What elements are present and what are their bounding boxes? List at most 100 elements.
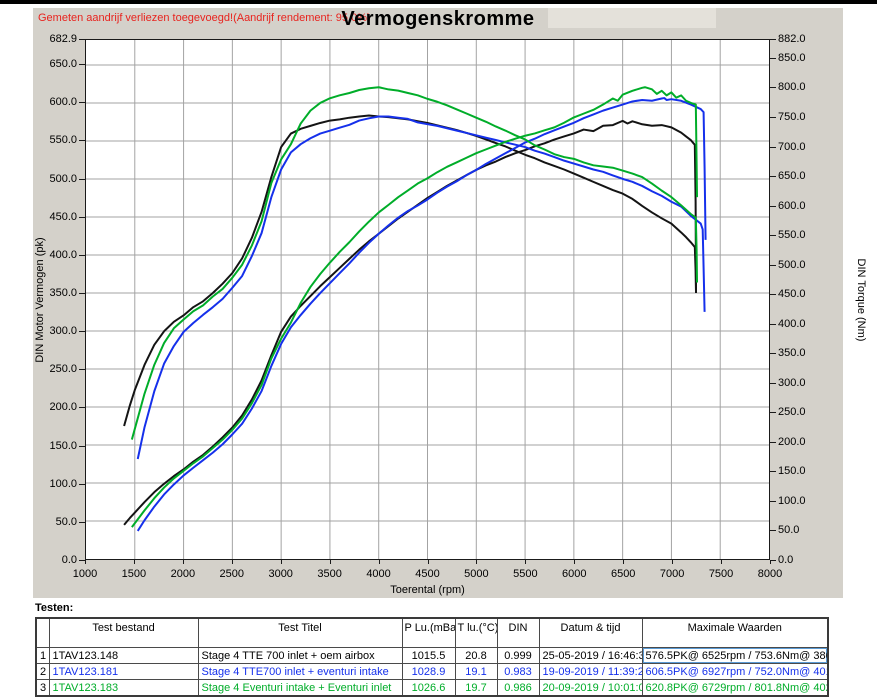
column-header: P Lu.(mBar) bbox=[401, 617, 456, 648]
test-cell-file[interactable]: 1TAV123.183 bbox=[48, 679, 199, 697]
y-left-tick-label: 600.0 bbox=[49, 96, 77, 109]
y-right-tick-mark bbox=[770, 560, 776, 561]
x-tick-label: 7000 bbox=[659, 568, 685, 580]
power-curve-test2 bbox=[136, 97, 707, 532]
torque-curve-test1 bbox=[123, 114, 698, 427]
test-cell-title[interactable]: Stage 4 TTE 700 inlet + oem airbox bbox=[197, 647, 403, 664]
x-tick-mark bbox=[182, 560, 184, 564]
window-top-border bbox=[0, 0, 877, 4]
y-right-tick-mark bbox=[770, 116, 776, 118]
y-left-tick-label: 150.0 bbox=[49, 439, 77, 452]
test-cell-title[interactable]: Stage 4 Eventuri intake + Eventuri inlet bbox=[197, 679, 403, 697]
y-right-tick-mark bbox=[770, 530, 776, 532]
dyno-curves-svg bbox=[86, 40, 769, 559]
test-cell-nr[interactable]: 3 bbox=[35, 679, 50, 697]
test-cell-datetime[interactable]: 19-09-2019 / 11:39:20 bbox=[538, 663, 643, 680]
test-cell-file[interactable]: 1TAV123.181 bbox=[48, 663, 199, 680]
test-cell-file[interactable]: 1TAV123.148 bbox=[48, 647, 199, 664]
y-right-tick-label: 150.0 bbox=[778, 465, 806, 478]
test-cell-nr[interactable]: 2 bbox=[35, 663, 50, 680]
x-tick-mark bbox=[329, 560, 331, 564]
test-cell-max[interactable]: 620.8PK@ 6729rpm / 801.8Nm@ 4025rpm bbox=[641, 679, 829, 697]
test-cell-din[interactable]: 0.986 bbox=[496, 679, 540, 697]
test-row[interactable]: 2 1TAV123.181 Stage 4 TTE700 inlet + event… bbox=[35, 663, 829, 680]
y-right-tick-mark bbox=[770, 39, 776, 40]
test-cell-nr[interactable]: 1 bbox=[35, 647, 50, 664]
column-header: DIN bbox=[496, 617, 540, 648]
y-right-tick-label: 50.0 bbox=[778, 524, 800, 537]
test-cell-max[interactable]: 576.5PK@ 6525rpm / 753.6Nm@ 3863rpm bbox=[641, 647, 829, 664]
y-left-tick-label: 200.0 bbox=[49, 401, 77, 414]
y-right-tick-mark bbox=[770, 412, 776, 414]
y-right-tick-label: 250.0 bbox=[778, 406, 806, 419]
plot-area bbox=[85, 39, 770, 560]
chart-title: Vermogenskromme bbox=[341, 8, 535, 30]
test-cell-p_lu[interactable]: 1015.5 bbox=[401, 647, 456, 664]
test-cell-max[interactable]: 606.5PK@ 6927rpm / 752.0Nm@ 4010rpm bbox=[641, 663, 829, 680]
y-right-tick-label: 100.0 bbox=[778, 494, 806, 507]
x-tick-label: 5000 bbox=[464, 568, 489, 580]
column-header bbox=[35, 617, 50, 648]
x-tick-label: 7500 bbox=[708, 568, 734, 580]
test-cell-p_lu[interactable]: 1028.9 bbox=[401, 663, 456, 680]
x-tick-mark bbox=[231, 560, 233, 564]
x-tick-mark bbox=[672, 560, 674, 564]
test-cell-t_lu[interactable]: 19.7 bbox=[454, 679, 498, 697]
y-right-tick-mark bbox=[770, 87, 776, 89]
test-cell-t_lu[interactable]: 20.8 bbox=[454, 647, 498, 664]
x-tick-label: 4000 bbox=[366, 568, 391, 580]
x-tick-label: 6000 bbox=[562, 568, 587, 580]
y-right-tick-mark bbox=[770, 382, 776, 384]
x-tick-mark bbox=[427, 560, 429, 564]
y-right-tick-mark bbox=[770, 146, 776, 148]
y-right-tick-label: 550.0 bbox=[778, 229, 806, 242]
dyno-chart-panel: Gemeten aandrijf verliezen toegevoegd!(A… bbox=[33, 8, 867, 598]
y-right-tick-label: 500.0 bbox=[778, 258, 806, 271]
column-header: Test Titel bbox=[197, 617, 403, 648]
test-cell-title[interactable]: Stage 4 TTE700 inlet + eventuri intake bbox=[197, 663, 403, 680]
x-tick-mark bbox=[378, 560, 380, 564]
y-right-tick-mark bbox=[770, 176, 776, 178]
power-curve-test3 bbox=[131, 86, 699, 528]
drivetrain-loss-annotation: Gemeten aandrijf verliezen toegevoegd!(A… bbox=[38, 12, 371, 24]
y-right-tick-mark bbox=[770, 323, 776, 325]
x-tick-mark bbox=[770, 560, 771, 564]
y-left-tick-label: 0.0 bbox=[61, 554, 77, 566]
y-right-tick-label: 750.0 bbox=[778, 110, 806, 123]
test-cell-datetime[interactable]: 20-09-2019 / 10:01:08 bbox=[538, 679, 643, 697]
y-right-tick-label: 600.0 bbox=[778, 199, 806, 212]
x-tick-mark bbox=[574, 560, 576, 564]
y-right-tick-label: 882.0 bbox=[778, 33, 806, 45]
x-axis-title: Toerental (rpm) bbox=[390, 584, 465, 596]
test-cell-datetime[interactable]: 25-05-2019 / 16:46:36 bbox=[538, 647, 643, 664]
y-right-tick-label: 0.0 bbox=[778, 554, 794, 566]
torque-curve-test3 bbox=[130, 86, 699, 440]
x-tick-label: 2000 bbox=[170, 568, 196, 580]
test-row[interactable]: 3 1TAV123.183 Stage 4 Eventuri intake + Ev… bbox=[35, 679, 829, 697]
x-tick-label: 3500 bbox=[317, 568, 342, 580]
y-right-tick-label: 400.0 bbox=[778, 317, 806, 330]
column-header: Test bestand bbox=[48, 617, 199, 648]
x-tick-mark bbox=[525, 560, 527, 564]
y-right-tick-label: 450.0 bbox=[778, 288, 806, 301]
x-tick-label: 2500 bbox=[219, 568, 245, 580]
test-cell-din[interactable]: 0.983 bbox=[496, 663, 540, 680]
y-left-tick-mark bbox=[79, 560, 85, 561]
torque-curve-test2 bbox=[136, 115, 706, 460]
y-left-tick-label: 550.0 bbox=[49, 134, 77, 147]
column-header: T lu.(°C) bbox=[454, 617, 498, 648]
test-cell-p_lu[interactable]: 1026.6 bbox=[401, 679, 456, 697]
test-row[interactable]: 1 1TAV123.148 Stage 4 TTE 700 inlet + oem … bbox=[35, 647, 829, 664]
legend-placeholder-box bbox=[548, 8, 716, 28]
y-right-tick-label: 350.0 bbox=[778, 347, 806, 360]
y-right-tick-mark bbox=[770, 500, 776, 502]
power-curve-test1 bbox=[123, 119, 698, 526]
test-cell-din[interactable]: 0.999 bbox=[496, 647, 540, 664]
x-tick-label: 1000 bbox=[72, 568, 98, 580]
test-cell-t_lu[interactable]: 19.1 bbox=[454, 663, 498, 680]
x-tick-mark bbox=[85, 560, 86, 564]
x-tick-label: 4500 bbox=[415, 568, 440, 580]
x-tick-mark bbox=[280, 560, 282, 564]
